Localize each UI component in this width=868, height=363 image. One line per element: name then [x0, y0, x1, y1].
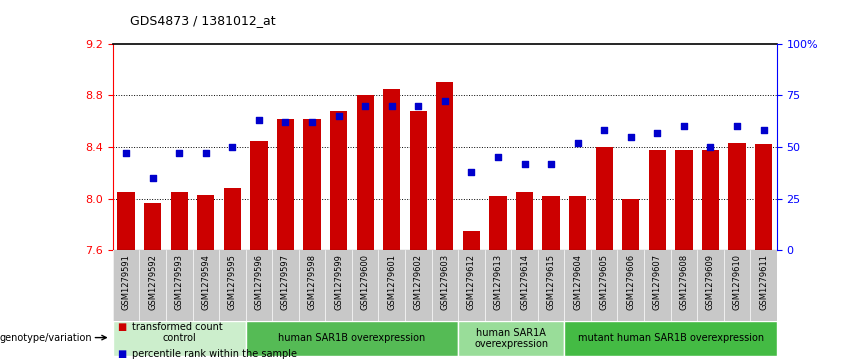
Text: GSM1279607: GSM1279607	[653, 254, 661, 310]
Bar	[437, 82, 453, 250]
Bar	[304, 119, 320, 250]
Bar	[463, 231, 480, 250]
Bar	[648, 150, 666, 250]
Bar	[113, 321, 246, 356]
Text: GSM1279601: GSM1279601	[387, 254, 396, 310]
Text: GSM1279614: GSM1279614	[520, 254, 529, 310]
Text: human SAR1A
overexpression: human SAR1A overexpression	[474, 328, 549, 349]
Bar	[490, 196, 507, 250]
Text: GSM1279613: GSM1279613	[494, 254, 503, 310]
Bar	[755, 144, 773, 250]
Text: GSM1279597: GSM1279597	[281, 254, 290, 310]
Point	[279, 119, 293, 125]
Text: percentile rank within the sample: percentile rank within the sample	[132, 348, 297, 359]
Text: GSM1279594: GSM1279594	[201, 254, 210, 310]
Text: ■: ■	[117, 348, 127, 359]
Point	[146, 175, 160, 181]
Text: GSM1279605: GSM1279605	[600, 254, 608, 310]
Bar	[410, 111, 427, 250]
Text: GDS4873 / 1381012_at: GDS4873 / 1381012_at	[130, 14, 276, 27]
Bar	[728, 143, 746, 250]
Bar	[246, 321, 458, 356]
Text: GSM1279603: GSM1279603	[440, 254, 450, 310]
Bar	[277, 119, 294, 250]
Text: GSM1279609: GSM1279609	[706, 254, 715, 310]
Text: GSM1279610: GSM1279610	[733, 254, 741, 310]
Bar	[357, 95, 374, 250]
Point	[544, 161, 558, 167]
Point	[385, 103, 398, 109]
Bar	[675, 150, 693, 250]
Point	[172, 150, 187, 156]
Point	[491, 155, 505, 160]
Bar	[622, 199, 640, 250]
Bar	[595, 147, 613, 250]
Point	[597, 127, 611, 133]
Bar	[516, 192, 533, 250]
Text: GSM1279608: GSM1279608	[680, 254, 688, 310]
Point	[650, 130, 664, 135]
Bar	[564, 321, 777, 356]
Text: GSM1279596: GSM1279596	[254, 254, 263, 310]
Text: GSM1279595: GSM1279595	[228, 254, 237, 310]
Bar	[458, 321, 564, 356]
Bar	[171, 192, 187, 250]
Text: GSM1279612: GSM1279612	[467, 254, 476, 310]
Point	[438, 99, 452, 105]
Bar	[702, 150, 719, 250]
Text: GSM1279604: GSM1279604	[573, 254, 582, 310]
Text: genotype/variation: genotype/variation	[0, 333, 93, 343]
Point	[624, 134, 638, 139]
Point	[226, 144, 240, 150]
Point	[332, 113, 345, 119]
Point	[571, 140, 585, 146]
FancyArrowPatch shape	[95, 335, 106, 340]
Text: human SAR1B overexpression: human SAR1B overexpression	[279, 334, 425, 343]
Text: GSM1279606: GSM1279606	[627, 254, 635, 310]
Point	[677, 123, 691, 129]
Text: GSM1279611: GSM1279611	[760, 254, 768, 310]
Point	[252, 117, 266, 123]
Text: GSM1279615: GSM1279615	[547, 254, 556, 310]
Bar	[383, 89, 400, 250]
Point	[306, 119, 319, 125]
Bar	[542, 196, 560, 250]
Text: GSM1279598: GSM1279598	[307, 254, 317, 310]
Point	[517, 161, 531, 167]
Text: mutant human SAR1B overexpression: mutant human SAR1B overexpression	[577, 334, 764, 343]
Point	[757, 127, 771, 133]
Point	[411, 103, 425, 109]
Point	[704, 144, 718, 150]
Point	[358, 103, 372, 109]
Text: GSM1279600: GSM1279600	[361, 254, 370, 310]
Text: control: control	[162, 334, 196, 343]
Point	[199, 150, 213, 156]
Text: GSM1279592: GSM1279592	[148, 254, 157, 310]
Bar	[144, 203, 161, 250]
Point	[730, 123, 744, 129]
Text: ■: ■	[117, 322, 127, 333]
Bar	[250, 140, 267, 250]
Text: GSM1279602: GSM1279602	[414, 254, 423, 310]
Bar	[224, 188, 241, 250]
Text: GSM1279593: GSM1279593	[174, 254, 184, 310]
Bar	[569, 196, 586, 250]
Bar	[330, 111, 347, 250]
Bar	[117, 192, 135, 250]
Text: GSM1279599: GSM1279599	[334, 254, 343, 310]
Text: GSM1279591: GSM1279591	[122, 254, 130, 310]
Text: transformed count: transformed count	[132, 322, 223, 333]
Point	[464, 169, 478, 175]
Bar	[197, 195, 214, 250]
Point	[119, 150, 133, 156]
